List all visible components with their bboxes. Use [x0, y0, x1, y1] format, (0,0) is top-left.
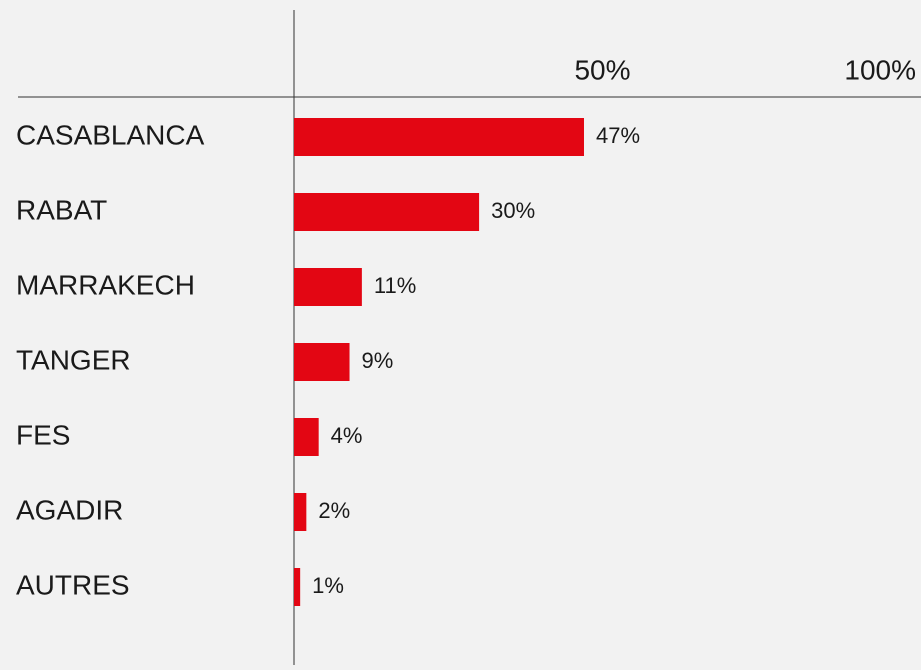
- y-tick-label: TANGER: [16, 344, 131, 375]
- bar: [294, 193, 480, 231]
- bar: [294, 568, 301, 606]
- value-label: 4%: [331, 423, 363, 448]
- value-label: 47%: [596, 123, 640, 148]
- y-tick-label: RABAT: [16, 194, 107, 225]
- x-tick-label: 100%: [844, 54, 916, 85]
- bar: [294, 268, 362, 306]
- y-tick-label: MARRAKECH: [16, 269, 195, 300]
- value-label: 2%: [318, 498, 350, 523]
- y-tick-label: CASABLANCA: [16, 119, 205, 150]
- bar: [294, 418, 319, 456]
- bar: [294, 343, 350, 381]
- y-tick-label: FES: [16, 419, 70, 450]
- x-tick-label: 50%: [574, 54, 630, 85]
- y-tick-label: AGADIR: [16, 494, 123, 525]
- value-label: 11%: [374, 273, 416, 298]
- value-label: 30%: [491, 198, 535, 223]
- value-label: 9%: [362, 348, 394, 373]
- bar: [294, 118, 584, 156]
- bar: [294, 493, 307, 531]
- value-label: 1%: [312, 573, 344, 598]
- y-tick-label: AUTRES: [16, 569, 130, 600]
